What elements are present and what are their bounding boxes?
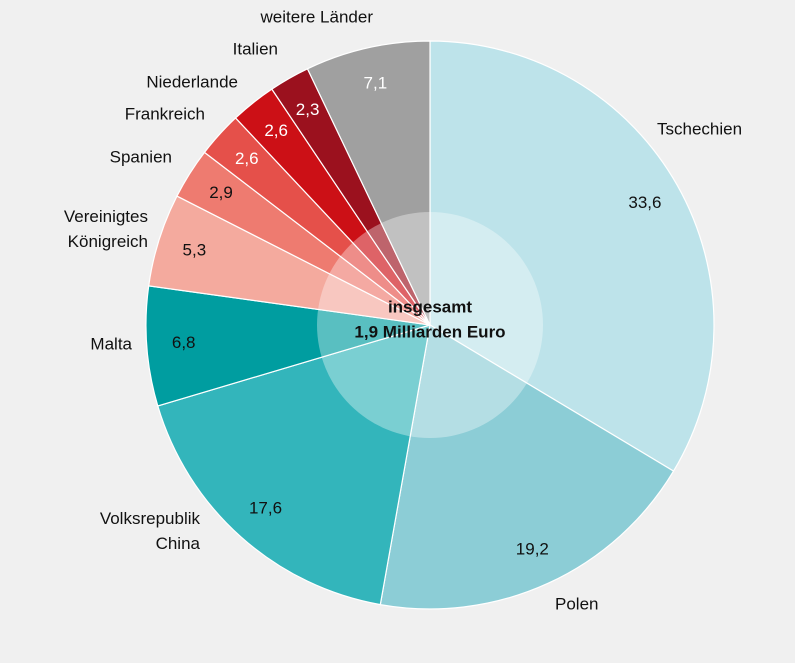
pie-slice [429,40,715,472]
pie-slice [157,324,431,606]
category-label: Vereinigtes Königreich [64,207,148,251]
category-label: Spanien [110,147,172,166]
value-label: 5,3 [183,240,207,259]
value-label: 33,6 [628,193,661,212]
category-label: Polen [555,594,598,613]
category-label: Tschechien [657,119,742,138]
value-label: 7,1 [364,74,388,93]
pie-slice [145,285,431,407]
category-label: weitere Länder [260,7,374,26]
value-label: 2,3 [296,100,320,119]
category-label: Niederlande [146,72,238,91]
value-label: 2,6 [264,121,288,140]
value-label: 6,8 [172,333,196,352]
center-overlay [317,212,543,438]
center-annotation: 1,9 Milliarden Euro [354,322,505,341]
category-label: Frankreich [125,104,205,123]
value-label: 19,2 [516,539,549,558]
pie-slice [306,40,431,326]
value-label: 2,9 [209,183,233,202]
category-label: Malta [90,334,132,353]
pie-slice [379,324,675,610]
category-label: Volksrepublik China [100,509,201,553]
category-label: Italien [233,39,278,58]
value-label: 17,6 [249,499,282,518]
value-label: 2,6 [235,149,259,168]
center-annotation: insgesamt [388,297,472,316]
